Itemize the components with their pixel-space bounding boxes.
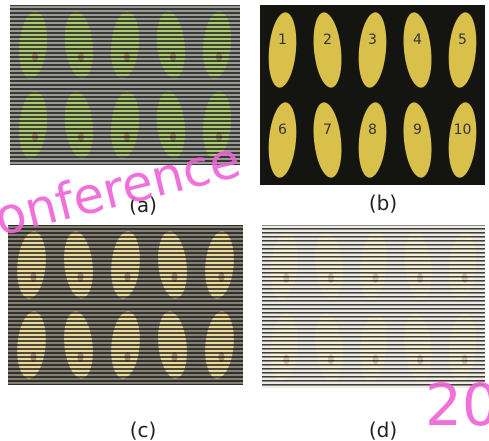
caption: (d) <box>369 418 397 441</box>
banana-label: 9 <box>413 122 422 138</box>
scanline-overlay <box>262 225 485 388</box>
banana-label: 2 <box>323 32 332 48</box>
banana-label: 3 <box>368 32 377 48</box>
banana-label: 4 <box>413 32 422 48</box>
figure: 12345678910 (a) (b) (c) (d) onference 20 <box>0 0 489 441</box>
banana-label: 1 <box>278 32 287 48</box>
caption: (b) <box>369 191 397 215</box>
banana-label: 10 <box>454 122 472 138</box>
watermark: 20 <box>425 371 489 439</box>
banana-label: 7 <box>323 122 332 138</box>
banana-label: 6 <box>278 122 287 138</box>
banana-label: 8 <box>368 122 377 138</box>
caption: (c) <box>130 418 157 441</box>
banana-label: 5 <box>458 32 467 48</box>
scanline-overlay <box>8 225 243 385</box>
